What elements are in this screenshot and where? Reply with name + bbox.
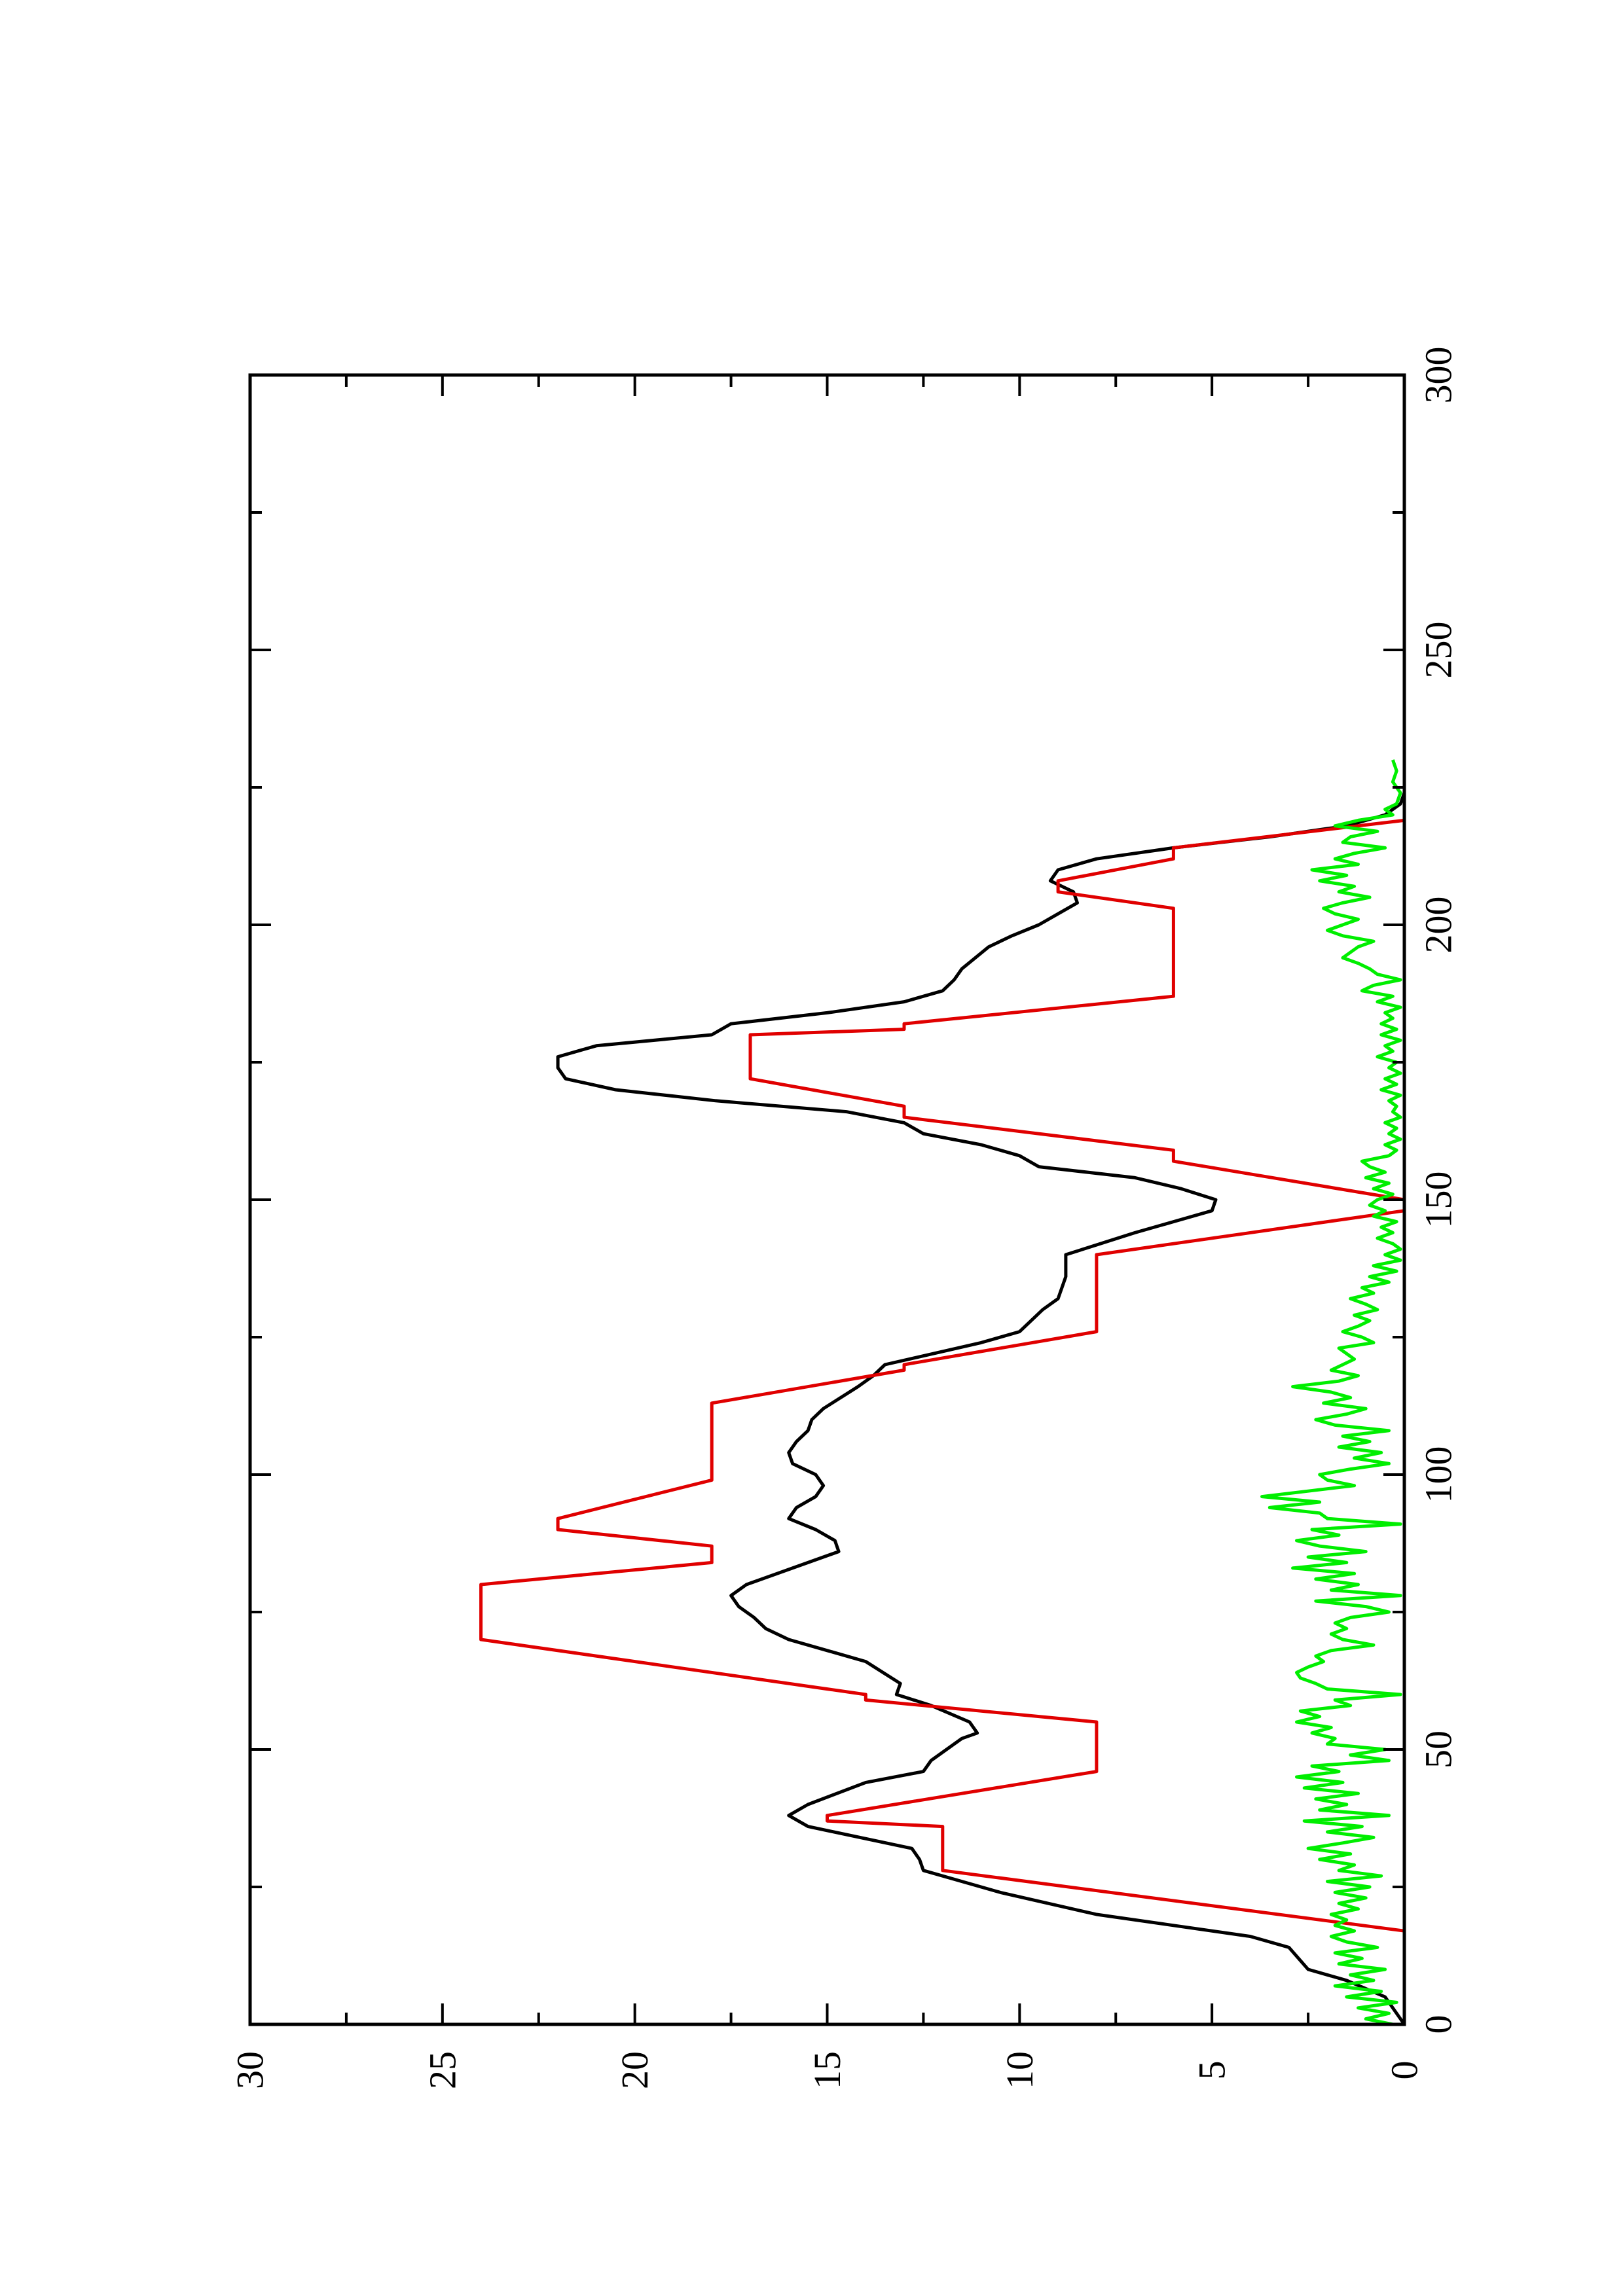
x-tick-label: 100 [1417,1446,1460,1503]
y-tick-label: 10 [998,2051,1041,2089]
x-tick-label: 300 [1417,347,1460,404]
axis-tick-labels: 0 50 100 150 200 250 300 0 5 10 15 20 25 30 [229,347,1460,2090]
y-tick-label: 5 [1191,2061,1233,2080]
series-line-3 [1260,759,1402,2026]
x-tick-label: 50 [1417,1731,1460,1768]
y-tick-label: 30 [229,2051,272,2089]
x-tick-label: 0 [1417,2015,1460,2034]
y-tick-label: 25 [421,2051,464,2089]
axis-ticks [249,374,1406,2026]
series-line-1 [556,792,1406,2026]
x-tick-label: 250 [1417,622,1460,679]
y-tick-label: 20 [613,2051,656,2089]
series-layer [479,759,1406,2026]
series-line-2 [479,818,1406,1933]
y-tick-label: 15 [806,2051,848,2089]
y-tick-label: 0 [1383,2061,1426,2080]
plot-area-frame [248,373,1406,2026]
x-tick-label: 150 [1417,1172,1460,1229]
x-tick-label: 200 [1417,897,1460,954]
